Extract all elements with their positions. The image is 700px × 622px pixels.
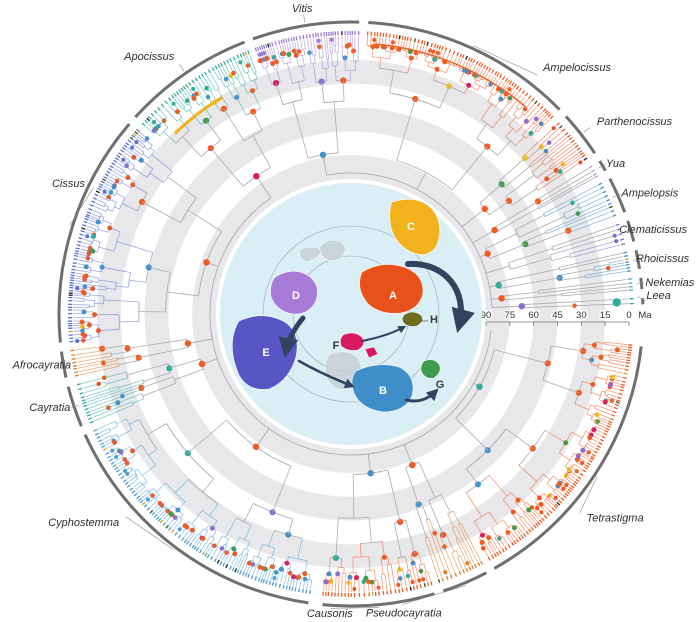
map-region-label-F: F bbox=[333, 340, 340, 352]
world-map: A B C D E F G H bbox=[220, 183, 482, 445]
time-rings bbox=[96, 59, 606, 569]
clade-cyphostemma bbox=[93, 418, 313, 595]
genus-label-pseudocayratia: Pseudocayratia bbox=[366, 607, 442, 619]
axis-tick-30: 30 bbox=[576, 310, 587, 321]
genus-label-cayratia: Cayratia bbox=[29, 402, 70, 414]
outer-arc-cyphostemma bbox=[83, 433, 309, 605]
map-region-label-H: H bbox=[430, 314, 438, 326]
dispersal-arrow bbox=[361, 325, 407, 342]
outer-arc-causonis bbox=[322, 592, 435, 608]
map-region-D bbox=[270, 270, 318, 315]
map-region-label-B: B bbox=[379, 385, 387, 397]
outer-arc-parthenocissus bbox=[564, 115, 597, 155]
axis-unit: Ma bbox=[638, 310, 652, 321]
outer-arc-vitis bbox=[252, 20, 360, 41]
genus-label-yua: Yua bbox=[606, 158, 625, 170]
clade-cayratia bbox=[76, 358, 218, 424]
map-region-label-D: D bbox=[292, 290, 300, 302]
clade-clematicissus bbox=[485, 223, 626, 274]
axis-tick-45: 45 bbox=[552, 310, 563, 321]
phylogenetic-tree bbox=[67, 30, 634, 597]
genus-label-rhoicissus: Rhoicissus bbox=[636, 253, 690, 265]
clade-leea bbox=[491, 297, 634, 310]
genus-label-clematicissus: Clematicissus bbox=[619, 224, 687, 236]
genus-labels: Vitis Ampelocissus Parthenocissus Yua Ampelo… bbox=[11, 3, 694, 620]
axis-tick-0: 0 bbox=[626, 310, 631, 321]
dispersal-arrow bbox=[297, 359, 355, 389]
clade-rhoicissus bbox=[489, 251, 631, 289]
polar-map-ocean bbox=[220, 183, 482, 445]
genus-label-tetrastigma: Tetrastigma bbox=[587, 513, 644, 525]
axis-tick-75: 75 bbox=[505, 310, 516, 321]
map-region-G bbox=[420, 359, 441, 379]
outer-arc-ampelocissus bbox=[368, 21, 561, 111]
clade-ampelopsis bbox=[479, 182, 617, 259]
map-region-B bbox=[351, 364, 414, 413]
genus-label-afrocayratia: Afrocayratia bbox=[11, 359, 71, 371]
map-region-F bbox=[340, 332, 379, 359]
map-region-H bbox=[401, 311, 424, 327]
outer-arc-pseudocayratia bbox=[442, 571, 487, 593]
genus-label-cissus: Cissus bbox=[52, 178, 86, 190]
map-region-label-A: A bbox=[389, 290, 397, 302]
clade-cissus bbox=[67, 128, 222, 343]
clade-yua bbox=[472, 165, 599, 244]
map-region-E bbox=[231, 315, 298, 390]
clade-tetrastigma bbox=[455, 341, 633, 561]
map-region-label-G: G bbox=[436, 379, 445, 391]
time-axis: 90 75 60 45 30 15 0 Ma bbox=[479, 309, 654, 326]
genus-label-nekemias: Nekemias bbox=[645, 277, 694, 289]
genus-label-cyphostemma: Cyphostemma bbox=[48, 517, 119, 529]
outer-ring bbox=[57, 20, 645, 608]
clade-afrocayratia bbox=[70, 338, 213, 377]
clade-vitis bbox=[254, 30, 360, 176]
clade-apocissus bbox=[141, 50, 272, 199]
genus-label-apocissus: Apocissus bbox=[123, 51, 175, 63]
outer-arc-tetrastigma bbox=[493, 346, 643, 570]
genus-label-ampelopsis: Ampelopsis bbox=[620, 188, 678, 200]
genus-label-vitis: Vitis bbox=[292, 3, 313, 15]
dispersal-arrow bbox=[278, 315, 306, 358]
dispersal-arrows bbox=[278, 260, 475, 403]
outer-arc-cissus bbox=[57, 123, 131, 343]
map-region-label-E: E bbox=[262, 347, 269, 359]
clade-nekemias bbox=[491, 278, 634, 302]
clade-parthenocissus bbox=[461, 122, 588, 228]
genus-label-causonis: Causonis bbox=[307, 608, 353, 620]
clade-ampelocissus bbox=[366, 31, 554, 191]
genus-label-leea: Leea bbox=[646, 290, 670, 302]
map-region-label-C: C bbox=[407, 221, 415, 233]
clade-causonis bbox=[322, 453, 433, 597]
outer-arc-apocissus bbox=[134, 40, 246, 119]
clade-pseudocayratia bbox=[403, 444, 484, 583]
dispersal-arrow bbox=[405, 260, 475, 333]
dispersal-arrow bbox=[404, 388, 439, 403]
genus-label-ampelocissus: Ampelocissus bbox=[542, 62, 611, 74]
map-region-C bbox=[389, 199, 441, 255]
genus-label-parthenocissus: Parthenocissus bbox=[597, 116, 673, 128]
axis-tick-60: 60 bbox=[528, 310, 539, 321]
axis-tick-90: 90 bbox=[481, 310, 492, 321]
map-region-A bbox=[359, 264, 424, 314]
axis-tick-15: 15 bbox=[600, 310, 611, 321]
